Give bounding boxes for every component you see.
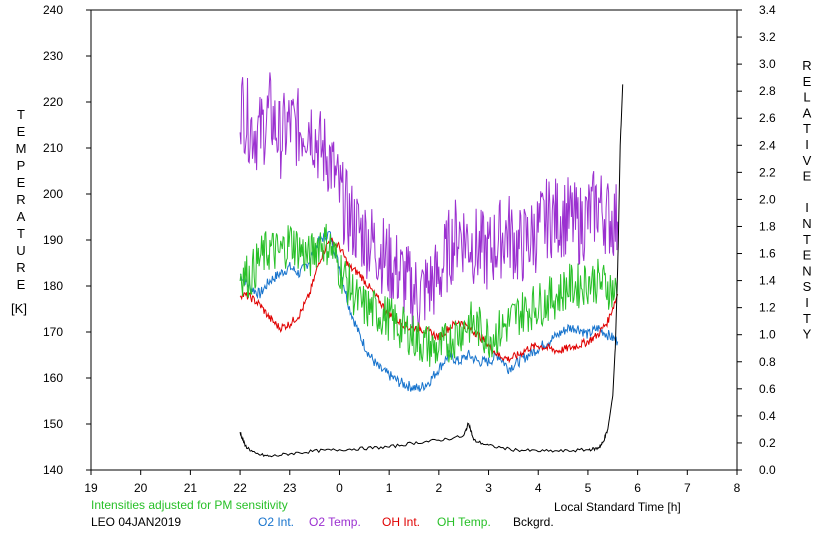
plot-frame — [90, 9, 738, 471]
x-tick-label: 22 — [233, 481, 247, 495]
x-tick-label: 21 — [184, 481, 198, 495]
y-left-tick-label: 190 — [43, 233, 63, 247]
y-right-title-letter: I — [805, 137, 809, 152]
y-right-title-letter: E — [803, 169, 812, 184]
y-right-title-letter: A — [803, 105, 812, 120]
y-right-tick-label: 2.2 — [759, 165, 776, 179]
y-right-tick-label: 1.4 — [759, 274, 776, 288]
y-right-tick-label: 2.6 — [759, 111, 776, 125]
legend-entry: O2 Temp. — [309, 515, 361, 529]
y-right-title-letter: I — [805, 200, 809, 215]
y-axis-left: 140 150 160 170 180 190 200 210 220 230 240 — [43, 3, 91, 477]
sensitivity-note: Intensities adjusted for PM sensitivity — [91, 498, 288, 512]
y-right-title-letter: T — [803, 121, 811, 136]
series-group — [239, 72, 624, 458]
y-right-tick-label: 2.0 — [759, 192, 776, 206]
y-right-title-letter: N — [802, 263, 811, 278]
y-right-tick-label: 3.2 — [759, 30, 776, 44]
y-left-title-letter: T — [17, 107, 25, 122]
y-right-title-letter: V — [803, 153, 812, 168]
y-right-title-letter: L — [803, 90, 810, 105]
x-tick-label: 3 — [485, 481, 492, 495]
legend-entry: OH Temp. — [437, 515, 491, 529]
y-right-title-letter: R — [802, 58, 811, 73]
legend-entry: OH Int. — [382, 515, 421, 529]
y-right-tick-label: 0.2 — [759, 436, 776, 450]
y-right-tick-label: 2.8 — [759, 84, 776, 98]
y-axis-right: 0.0 0.2 0.4 0.6 0.8 1.0 1.2 1.4 1.6 1.8 2.0 2.2 2.4 2… — [737, 3, 776, 477]
y-left-tick-label: 140 — [43, 463, 63, 477]
x-tick-label: 1 — [386, 481, 393, 495]
y-left-title-letter: R — [16, 260, 25, 275]
y-left-tick-label: 170 — [43, 325, 63, 339]
series-line-bckgrd — [239, 84, 624, 458]
legend-entry: O2 Int. — [258, 515, 295, 529]
x-tick-label: 7 — [684, 481, 691, 495]
x-tick-label: 6 — [634, 481, 641, 495]
y-right-tick-label: 1.8 — [759, 219, 776, 233]
x-tick-label: 0 — [336, 481, 343, 495]
y-right-title-letter: Y — [803, 327, 812, 342]
x-tick-label: 5 — [585, 481, 592, 495]
y-left-tick-label: 180 — [43, 279, 63, 293]
y-left-title-letter: R — [16, 192, 25, 207]
y-left-title-letter: U — [16, 243, 25, 258]
y-right-tick-label: 1.0 — [759, 328, 776, 342]
y-left-tick-label: 160 — [43, 371, 63, 385]
y-right-title-letter: N — [802, 216, 811, 231]
x-tick-label: 2 — [436, 481, 443, 495]
station-date-label: LEO 04JAN2019 — [91, 515, 182, 529]
x-tick-label: 8 — [734, 481, 741, 495]
y-left-title-letter: M — [16, 141, 27, 156]
y-right-title-letter: S — [803, 279, 812, 294]
y-left-tick-label: 150 — [43, 417, 63, 431]
y-right-tick-label: 3.0 — [759, 57, 776, 71]
y-left-unit: [K] — [11, 301, 27, 316]
y-left-title-letter: E — [17, 277, 26, 292]
y-right-tick-label: 3.4 — [759, 3, 776, 17]
y-left-tick-label: 240 — [43, 3, 63, 17]
x-axis: 19 20 21 22 23 0 1 2 3 4 5 6 7 8 — [84, 470, 741, 495]
y-right-tick-label: 1.2 — [759, 301, 776, 315]
y-left-tick-label: 230 — [43, 49, 63, 63]
y-right-title-letter: E — [803, 74, 812, 89]
y-left-title-letter: P — [17, 158, 26, 173]
y-left-tick-label: 220 — [43, 95, 63, 109]
y-right-tick-label: 0.8 — [759, 355, 776, 369]
x-tick-label: 20 — [134, 481, 148, 495]
y-right-title-letter: T — [803, 232, 811, 247]
y-left-title-letter: E — [17, 124, 26, 139]
x-tick-label: 4 — [535, 481, 542, 495]
y-right-tick-label: 0.4 — [759, 409, 776, 423]
x-tick-label: 19 — [84, 481, 98, 495]
y-left-title-letter: T — [17, 226, 25, 241]
x-tick-label: 23 — [283, 481, 297, 495]
y-right-title-letter: I — [805, 295, 809, 310]
y-left-tick-label: 200 — [43, 187, 63, 201]
y-right-title-letter: E — [803, 248, 812, 263]
y-right-tick-label: 0.6 — [759, 382, 776, 396]
y-right-tick-label: 1.6 — [759, 247, 776, 261]
series-line-oh-temp — [239, 223, 618, 367]
y-right-tick-label: 2.4 — [759, 138, 776, 152]
y-left-title-letter: A — [17, 209, 26, 224]
y-right-tick-label: 0.0 — [759, 463, 776, 477]
legend-entry: Bckgrd. — [513, 515, 554, 529]
x-axis-title: Local Standard Time [h] — [554, 500, 681, 514]
y-left-tick-label: 210 — [43, 141, 63, 155]
y-left-title-letter: E — [17, 175, 26, 190]
series-line-o2-int — [239, 230, 619, 392]
series-line-o2-temp — [239, 72, 619, 329]
y-right-title-letter: T — [803, 311, 811, 326]
